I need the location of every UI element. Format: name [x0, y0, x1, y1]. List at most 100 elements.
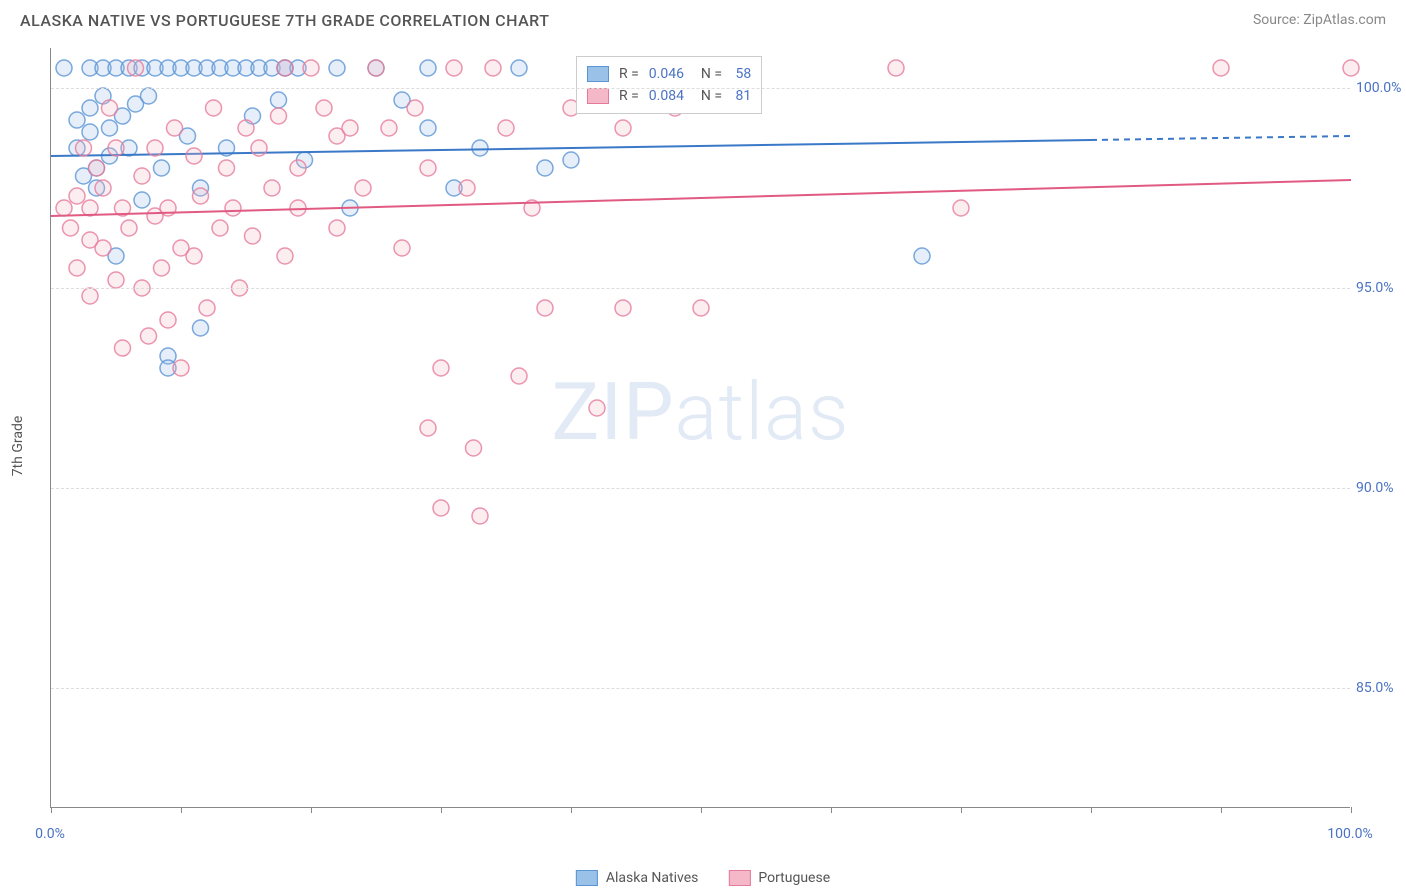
data-point — [245, 228, 261, 244]
data-point — [128, 60, 144, 76]
data-point — [186, 148, 202, 164]
x-tick — [311, 807, 312, 813]
plot-area: ZIPatlas R =0.046 N = 58R =0.084 N = 81 … — [50, 48, 1350, 808]
data-point — [329, 220, 345, 236]
legend-swatch — [728, 870, 750, 886]
data-point — [193, 320, 209, 336]
data-point — [186, 248, 202, 264]
data-point — [589, 400, 605, 416]
y-tick-label: 95.0% — [1356, 280, 1406, 296]
data-point — [459, 180, 475, 196]
data-point — [277, 60, 293, 76]
data-point — [511, 368, 527, 384]
chart-title: ALASKA NATIVE VS PORTUGUESE 7TH GRADE CO… — [20, 11, 549, 30]
x-tick — [831, 807, 832, 813]
data-point — [433, 500, 449, 516]
data-point — [102, 100, 118, 116]
data-point — [141, 88, 157, 104]
data-point — [76, 140, 92, 156]
data-point — [219, 160, 235, 176]
data-point — [342, 120, 358, 136]
chart-svg — [51, 48, 1350, 807]
data-point — [277, 248, 293, 264]
data-point — [89, 160, 105, 176]
data-point — [271, 108, 287, 124]
data-point — [498, 120, 514, 136]
x-tick — [441, 807, 442, 813]
data-point — [420, 60, 436, 76]
data-point — [407, 100, 423, 116]
y-axis-label: 7th Grade — [10, 416, 26, 477]
x-tick-label: 0.0% — [35, 826, 65, 842]
data-point — [193, 188, 209, 204]
data-point — [141, 328, 157, 344]
source-attribution: Source: ZipAtlas.com — [1253, 12, 1386, 28]
data-point — [82, 288, 98, 304]
data-point — [264, 180, 280, 196]
data-point — [134, 168, 150, 184]
data-point — [271, 92, 287, 108]
data-point — [82, 124, 98, 140]
data-point — [63, 220, 79, 236]
data-point — [102, 120, 118, 136]
data-point — [563, 152, 579, 168]
data-point — [108, 140, 124, 156]
data-point — [446, 60, 462, 76]
data-point — [485, 60, 501, 76]
x-tick — [701, 807, 702, 813]
data-point — [69, 112, 85, 128]
data-point — [238, 120, 254, 136]
legend-r-value: 0.084 — [649, 88, 684, 104]
data-point — [56, 60, 72, 76]
trend-line-dashed — [1091, 136, 1351, 140]
data-point — [290, 200, 306, 216]
data-point — [199, 300, 215, 316]
data-point — [420, 420, 436, 436]
data-point — [1213, 60, 1229, 76]
legend-item: Alaska Natives — [576, 870, 699, 886]
legend-series-name: Portuguese — [758, 870, 830, 886]
data-point — [368, 60, 384, 76]
data-point — [329, 60, 345, 76]
data-point — [173, 360, 189, 376]
gridline — [51, 688, 1350, 689]
x-tick — [51, 807, 52, 813]
x-tick — [571, 807, 572, 813]
data-point — [115, 340, 131, 356]
legend-n-value: 81 — [732, 88, 751, 104]
gridline — [51, 288, 1350, 289]
data-point — [693, 300, 709, 316]
data-point — [615, 120, 631, 136]
data-point — [251, 140, 267, 156]
data-point — [225, 200, 241, 216]
data-point — [160, 312, 176, 328]
legend-r-label: R = — [619, 66, 639, 82]
data-point — [134, 192, 150, 208]
gridline — [51, 488, 1350, 489]
trend-line — [51, 180, 1351, 216]
data-point — [472, 508, 488, 524]
data-point — [95, 240, 111, 256]
legend-swatch — [587, 88, 609, 104]
data-point — [290, 160, 306, 176]
data-point — [615, 300, 631, 316]
legend-n-value: 58 — [732, 66, 751, 82]
data-point — [108, 272, 124, 288]
y-tick-label: 85.0% — [1356, 680, 1406, 696]
legend-n-label: N = — [694, 66, 722, 82]
data-point — [154, 160, 170, 176]
y-tick-label: 90.0% — [1356, 480, 1406, 496]
data-point — [167, 120, 183, 136]
data-point — [69, 260, 85, 276]
legend-n-label: N = — [694, 88, 722, 104]
legend-series-name: Alaska Natives — [606, 870, 699, 886]
data-point — [914, 248, 930, 264]
x-tick — [1351, 807, 1352, 813]
data-point — [147, 140, 163, 156]
data-point — [69, 188, 85, 204]
x-tick — [181, 807, 182, 813]
x-tick — [1091, 807, 1092, 813]
data-point — [82, 100, 98, 116]
data-point — [381, 120, 397, 136]
data-point — [206, 100, 222, 116]
